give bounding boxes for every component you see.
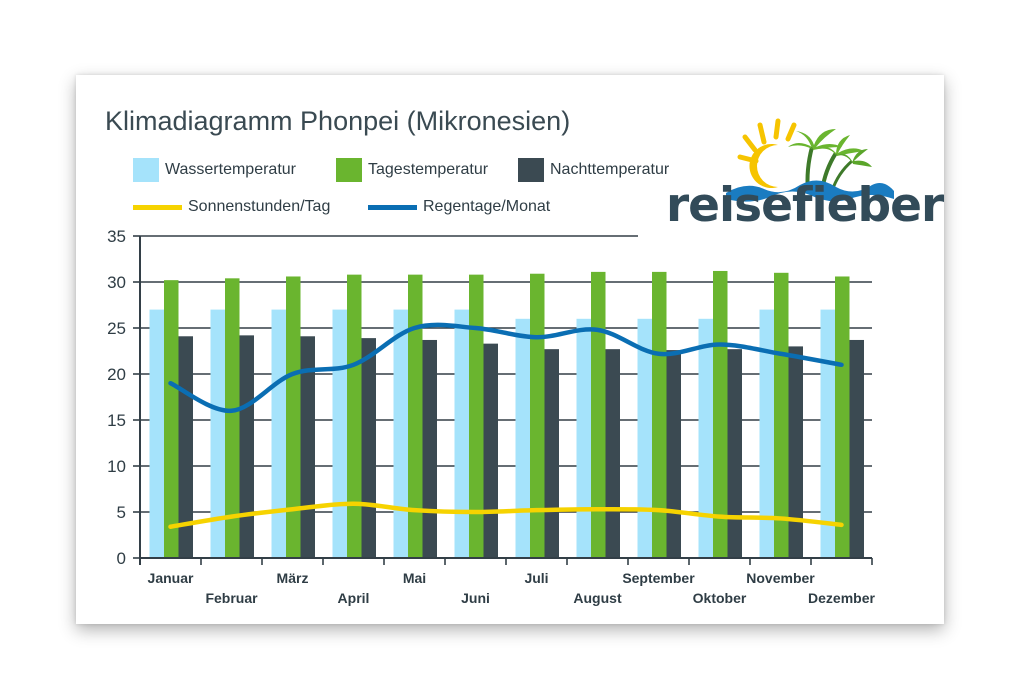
bar-wassertemperatur — [393, 309, 408, 558]
y-tick-label: 0 — [117, 549, 126, 568]
x-tick-label: September — [622, 570, 695, 586]
bar-wassertemperatur — [332, 309, 347, 558]
chart-title: Klimadiagramm Phonpei (Mikronesien) — [105, 106, 571, 136]
legend-label-regentage: Regentage/Monat — [423, 198, 551, 215]
legend-label-sonnenstunden: Sonnenstunden/Tag — [188, 198, 331, 215]
legend-label-tagestemperatur: Tagestemperatur — [368, 161, 489, 178]
bar-wassertemperatur — [210, 309, 225, 558]
bar-nachttemperatur — [849, 339, 864, 558]
bar-nachttemperatur — [300, 336, 315, 558]
bar-tagestemperatur — [225, 278, 240, 558]
x-tick-label: März — [277, 570, 309, 586]
x-tick-label: November — [746, 570, 815, 586]
bar-nachttemperatur — [605, 349, 620, 558]
bar-wassertemperatur — [454, 309, 469, 558]
waves-icon — [726, 180, 894, 202]
sun-icon — [737, 118, 797, 188]
bar-nachttemperatur — [727, 349, 742, 558]
bar-tagestemperatur — [164, 280, 179, 558]
legend-label-nachttemperatur: Nachttemperatur — [550, 161, 670, 178]
bar-wassertemperatur — [515, 318, 530, 558]
x-tick-label: Juni — [461, 590, 490, 606]
y-tick-label: 5 — [117, 503, 126, 522]
x-tick-label: Februar — [205, 590, 258, 606]
y-tick-label: 15 — [107, 411, 126, 430]
line-sonnenstunden-tag — [168, 501, 844, 529]
bar-tagestemperatur — [774, 272, 789, 558]
x-tick-label: Oktober — [693, 590, 747, 606]
legend-swatch-nachttemperatur — [518, 158, 544, 182]
legend-swatch-sonnenstunden — [133, 205, 182, 210]
bar-nachttemperatur — [544, 349, 559, 558]
legend-swatch-tagestemperatur — [336, 158, 362, 182]
bar-tagestemperatur — [530, 273, 545, 558]
legend-swatch-regentage — [368, 205, 417, 210]
bar-nachttemperatur — [239, 335, 254, 558]
y-tick-label: 25 — [107, 319, 126, 338]
y-tick-label: 30 — [107, 273, 126, 292]
bar-nachttemperatur — [361, 338, 376, 558]
y-tick-label: 20 — [107, 365, 126, 384]
bar-nachttemperatur — [666, 350, 681, 558]
bar-tagestemperatur — [286, 276, 301, 558]
x-tick-label: April — [338, 590, 370, 606]
bar-tagestemperatur — [591, 271, 606, 558]
bar-tagestemperatur — [835, 276, 850, 558]
bar-tagestemperatur — [408, 274, 423, 558]
bar-wassertemperatur — [759, 309, 774, 558]
reisefieber-logo — [726, 118, 894, 202]
bar-wassertemperatur — [271, 309, 286, 558]
bar-nachttemperatur — [788, 346, 803, 558]
bar-tagestemperatur — [347, 274, 362, 558]
x-tick-label: August — [573, 590, 622, 606]
bar-tagestemperatur — [652, 271, 667, 558]
bar-wassertemperatur — [698, 318, 713, 558]
legend-swatch-wassertemperatur — [133, 158, 159, 182]
y-tick-label: 10 — [107, 457, 126, 476]
logo-text: reisefieber — [666, 178, 944, 233]
x-tick-label: Juli — [524, 570, 548, 586]
bar-nachttemperatur — [483, 343, 498, 558]
bar-nachttemperatur — [422, 339, 437, 558]
bar-wassertemperatur — [820, 309, 835, 558]
bar-wassertemperatur — [149, 309, 164, 558]
x-tick-label: Mai — [403, 570, 426, 586]
bar-wassertemperatur — [576, 318, 591, 558]
bar-wassertemperatur — [637, 318, 652, 558]
x-tick-label: Dezember — [808, 590, 875, 606]
y-tick-label: 35 — [107, 227, 126, 246]
legend-label-wassertemperatur: Wassertemperatur — [165, 161, 296, 178]
bar-tagestemperatur — [469, 274, 484, 558]
x-tick-label: Januar — [148, 570, 194, 586]
